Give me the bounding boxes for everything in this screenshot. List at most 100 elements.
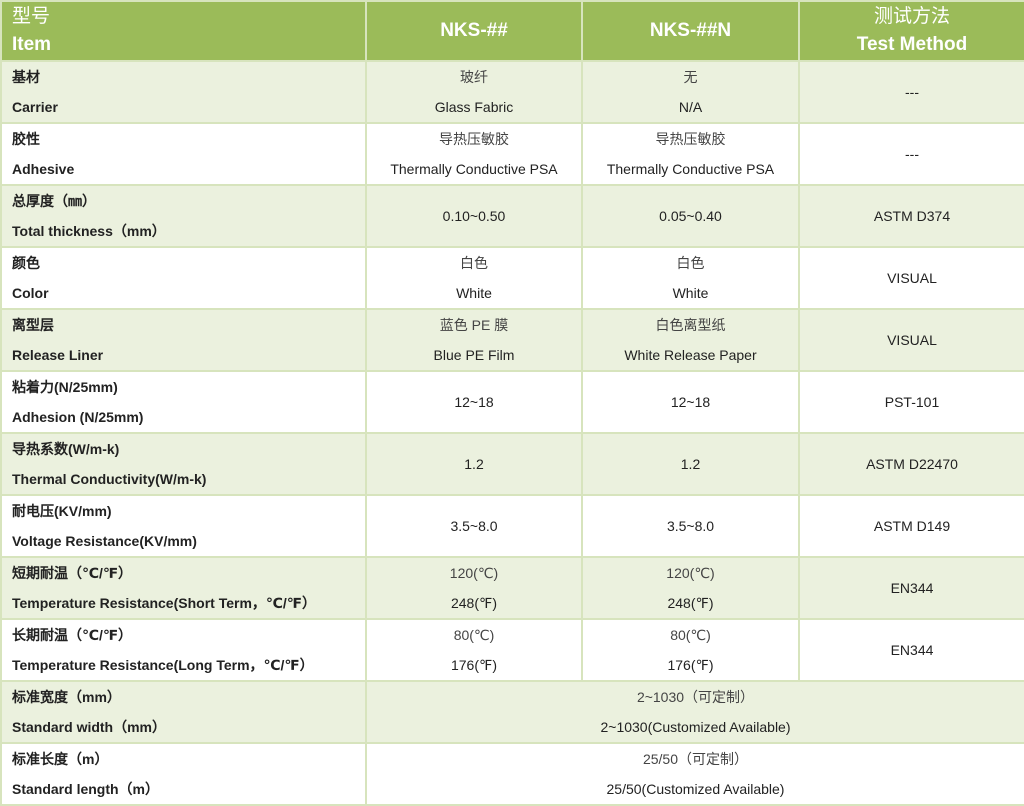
header-product-1: NKS-## (365, 0, 583, 62)
row-label: 粘着力(N/25mm) Adhesion (N/25mm) (0, 370, 367, 434)
test-method-value: ASTM D149 (798, 494, 1024, 558)
test-method-value: ASTM D22470 (798, 432, 1024, 496)
row-label: 长期耐温（℃/℉） Temperature Resistance(Long Ter… (0, 618, 367, 682)
value-product-2-line: 80(℃) (670, 627, 711, 643)
value-product-1-line: 248(℉) (450, 595, 497, 611)
value-product-2: 无 N/A (581, 60, 800, 124)
value-product-1: 1.2 (365, 432, 583, 496)
row-label-en: Adhesive (12, 161, 75, 177)
value-product-1-line: 176(℉) (450, 657, 497, 673)
row-label-cn: 导热系数(W/m-k) (12, 441, 120, 457)
row-label-cn: 标准长度（m） (12, 751, 109, 767)
row-label-en: Standard length（m） (12, 781, 160, 797)
table-row: 基材 Carrier 玻纤 Glass Fabric 无 N/A --- (0, 60, 1024, 124)
value-spanned-line: 2~1030(Customized Available) (600, 719, 791, 735)
value-product-1-line: White (456, 285, 492, 301)
value-product-2: 3.5~8.0 (581, 494, 800, 558)
table-row: 标准长度（m） Standard length（m） 25/50（可定制） 25/50… (0, 742, 1024, 806)
table-row: 总厚度（㎜） Total thickness（mm） 0.10~0.50 0.05~0… (0, 184, 1024, 248)
row-label: 胶性 Adhesive (0, 122, 367, 186)
test-method-value: VISUAL (798, 246, 1024, 310)
test-method-value: PST-101 (798, 370, 1024, 434)
value-spanned: 25/50（可定制） 25/50(Customized Available) (365, 742, 1024, 806)
row-label: 离型层 Release Liner (0, 308, 367, 372)
test-method-value: ASTM D374 (798, 184, 1024, 248)
value-product-2-line: 12~18 (670, 394, 711, 410)
header-test-method: 测试方法 Test Method (798, 0, 1024, 62)
value-product-1-line: Glass Fabric (434, 99, 514, 115)
header-method-cn: 测试方法 (873, 6, 950, 27)
value-product-1: 导热压敏胶 Thermally Conductive PSA (365, 122, 583, 186)
value-product-2-line: 白色 (676, 255, 705, 271)
value-product-1: 120(℃) 248(℉) (365, 556, 583, 620)
row-label-en: Carrier (12, 99, 58, 115)
row-label: 基材 Carrier (0, 60, 367, 124)
value-product-2-line: 白色离型纸 (655, 317, 726, 333)
value-product-2-line: 248(℉) (667, 595, 714, 611)
header-method-en: Test Method (856, 34, 968, 55)
table-row: 导热系数(W/m-k) Thermal Conductivity(W/m-k) 1.… (0, 432, 1024, 496)
row-label-cn: 胶性 (12, 131, 40, 147)
value-product-1-line: 120(℃) (449, 565, 499, 581)
value-product-2: 1.2 (581, 432, 800, 496)
table-row: 颜色 Color 白色 White 白色 White VISUAL (0, 246, 1024, 310)
value-product-1-line: 白色 (460, 255, 488, 271)
value-product-2: 120(℃) 248(℉) (581, 556, 800, 620)
row-label: 标准宽度（mm） Standard width（mm） (0, 680, 367, 744)
row-label-cn: 总厚度（㎜） (12, 193, 96, 209)
value-product-2: 0.05~0.40 (581, 184, 800, 248)
value-product-1-line: 蓝色 PE 膜 (439, 317, 509, 333)
value-product-1: 蓝色 PE 膜 Blue PE Film (365, 308, 583, 372)
row-label-cn: 标准宽度（mm） (12, 689, 121, 705)
value-spanned: 2~1030（可定制） 2~1030(Customized Available) (365, 680, 1024, 744)
value-product-1: 80(℃) 176(℉) (365, 618, 583, 682)
header-item-en: Item (12, 34, 52, 55)
table-row: 短期耐温（℃/℉） Temperature Resistance(Short Te… (0, 556, 1024, 620)
value-spanned-line: 2~1030（可定制） (636, 689, 755, 705)
test-method-value: VISUAL (798, 308, 1024, 372)
value-product-2-line: 3.5~8.0 (666, 518, 715, 534)
row-label-cn: 粘着力(N/25mm) (12, 379, 118, 395)
test-method-value: EN344 (798, 618, 1024, 682)
row-label: 颜色 Color (0, 246, 367, 310)
value-product-2-line: 导热压敏胶 (655, 131, 726, 147)
value-product-1: 3.5~8.0 (365, 494, 583, 558)
value-product-1: 0.10~0.50 (365, 184, 583, 248)
row-label-en: Release Liner (12, 347, 104, 363)
row-label-en: Total thickness（mm） (12, 223, 166, 239)
row-label-cn: 长期耐温（℃/℉） (12, 627, 133, 643)
row-label-en: Voltage Resistance(KV/mm) (12, 533, 197, 549)
header-row: 型号 Item NKS-## NKS-##N 测试方法 Test Method (0, 0, 1024, 62)
row-label-cn: 短期耐温（℃/℉） (12, 565, 133, 581)
header-item-cn: 型号 (12, 6, 51, 27)
table-row: 胶性 Adhesive 导热压敏胶 Thermally Conductive PSA 导… (0, 122, 1024, 186)
value-spanned-line: 25/50（可定制） (642, 751, 749, 767)
row-label-en: Color (12, 285, 49, 301)
value-product-1-line: 3.5~8.0 (450, 518, 498, 534)
value-product-1: 12~18 (365, 370, 583, 434)
value-product-1-line: 玻纤 (460, 69, 488, 85)
value-spanned-line: 25/50(Customized Available) (606, 781, 785, 797)
row-label: 标准长度（m） Standard length（m） (0, 742, 367, 806)
test-method-value: EN344 (798, 556, 1024, 620)
value-product-1-line: 12~18 (454, 394, 494, 410)
row-label-cn: 离型层 (12, 317, 54, 333)
row-label: 总厚度（㎜） Total thickness（mm） (0, 184, 367, 248)
row-label-cn: 颜色 (12, 255, 40, 271)
row-label-cn: 基材 (12, 69, 40, 85)
table-row: 标准宽度（mm） Standard width（mm） 2~1030（可定制） 2~1… (0, 680, 1024, 744)
value-product-1-line: 0.10~0.50 (442, 208, 506, 224)
test-method-value: --- (798, 60, 1024, 124)
row-label-cn: 耐电压(KV/mm) (12, 503, 112, 519)
row-label: 短期耐温（℃/℉） Temperature Resistance(Short Te… (0, 556, 367, 620)
row-label-en: Temperature Resistance(Short Term，℃/℉） (12, 595, 316, 611)
value-product-2-line: N/A (678, 99, 703, 115)
value-product-1-line: 1.2 (464, 456, 484, 472)
test-method-value: --- (798, 122, 1024, 186)
value-product-2: 80(℃) 176(℉) (581, 618, 800, 682)
value-product-1-line: 80(℃) (453, 627, 495, 643)
value-product-2-line: 0.05~0.40 (659, 208, 722, 224)
value-product-1-line: Thermally Conductive PSA (390, 161, 558, 177)
row-label-en: Thermal Conductivity(W/m-k) (12, 471, 207, 487)
